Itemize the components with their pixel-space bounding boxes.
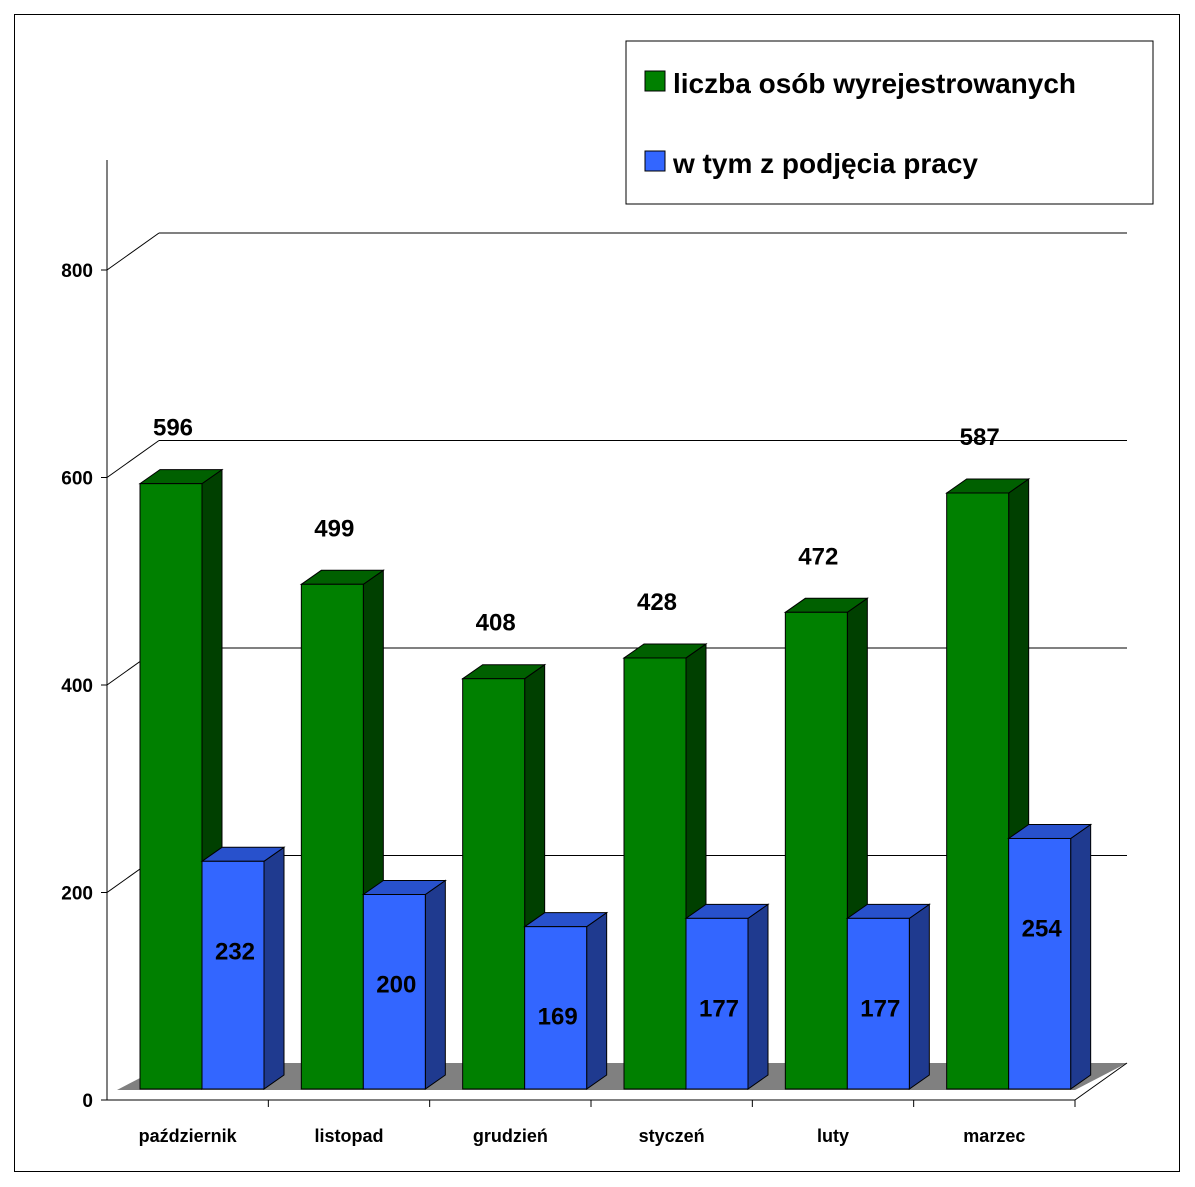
bar-series-2-6 [1007, 823, 1093, 1090]
data-label-series-1-2: 499 [314, 515, 354, 542]
legend-box [625, 40, 1154, 205]
bar-series-1-5 [783, 597, 869, 1090]
x-tick-label: luty [817, 1126, 849, 1146]
bar-series-2-5 [845, 903, 931, 1090]
data-label-series-2-4: 177 [699, 995, 739, 1022]
bar-series-2-1 [200, 846, 286, 1090]
floor-edge [1074, 1062, 1128, 1101]
y-tick-label: 600 [61, 469, 93, 490]
y-tick-label: 800 [61, 261, 93, 282]
data-label-series-2-6: 254 [1022, 915, 1063, 942]
legend-label-series-1: liczba osób wyrejestrowanych [673, 68, 1076, 99]
data-label-series-1-3: 408 [476, 610, 516, 637]
legend-swatch-series-2 [644, 150, 666, 172]
y-tick-label: 0 [82, 1091, 93, 1112]
data-label-series-2-1: 232 [215, 938, 255, 965]
y-tick-label: 400 [61, 676, 93, 697]
bar-series-1-2 [299, 569, 385, 1090]
data-label-series-1-1: 596 [153, 415, 193, 442]
y-tick-label: 200 [61, 884, 93, 905]
bar-series-2-4 [684, 903, 770, 1090]
data-labels: 596 232 499 200 408 169 428 177 472 177 587 254 [153, 415, 1062, 1031]
bar-series-2-3 [523, 911, 609, 1090]
bars [138, 468, 1093, 1090]
legend: liczba osób wyrejestrowanych w tym z pod… [625, 40, 1154, 205]
grid-diagonal [106, 440, 160, 478]
data-label-series-1-5: 472 [798, 543, 838, 570]
x-tick-label: styczeń [639, 1126, 705, 1146]
x-tick-label: listopad [314, 1126, 383, 1146]
data-label-series-2-3: 169 [538, 1004, 578, 1031]
bar-series-2-2 [361, 879, 447, 1090]
x-tick-label: październik [139, 1126, 238, 1146]
data-label-series-2-5: 177 [860, 995, 900, 1022]
grid-diagonal [106, 232, 160, 271]
data-label-series-1-6: 587 [960, 424, 1000, 451]
x-tick-label: marzec [963, 1126, 1025, 1146]
legend-label-series-2: w tym z podjęcia pracy [672, 148, 978, 179]
legend-swatch-series-1 [644, 70, 666, 92]
data-label-series-2-2: 200 [376, 972, 416, 999]
axes: 0 200 400 600 800 październik listopad grudzień… [61, 160, 1128, 1146]
x-tick-label: grudzień [473, 1126, 548, 1146]
data-label-series-1-4: 428 [637, 589, 677, 616]
